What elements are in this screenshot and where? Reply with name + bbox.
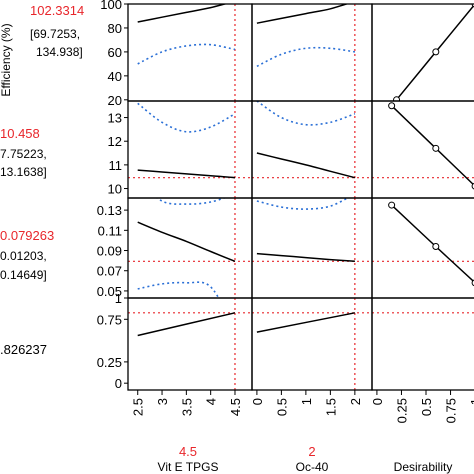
prediction-trace <box>137 312 236 337</box>
y-tick-label-0: 80 <box>108 21 122 36</box>
y-tick-label-2: 0.05 <box>97 284 122 299</box>
panel-0-1 <box>256 4 356 101</box>
factor-current-oc40: 2 <box>308 444 315 459</box>
x-tick-label: 3.5 <box>179 398 194 416</box>
panel-frame <box>127 297 253 391</box>
y-tick-label-2: 0.11 <box>98 223 122 238</box>
panel-3-1 <box>252 298 372 390</box>
y-tick-label-1: 12 <box>108 134 122 149</box>
y-tick-label-1: 11 <box>109 158 123 173</box>
prediction-trace <box>137 169 236 179</box>
response-ci-low-3: 0.01203, <box>0 249 47 263</box>
response-ci-high-3: 0.14649] <box>0 268 47 282</box>
prediction-trace <box>256 4 349 24</box>
ci-lower-curve <box>257 318 355 329</box>
panel-0-0 <box>137 4 236 101</box>
x-tick-label: 0.25 <box>394 398 409 423</box>
y-tick-label-1: 13 <box>108 111 122 126</box>
desirability-function <box>391 204 474 283</box>
y-tick-label-3: 0.25 <box>97 355 122 370</box>
ci-lower-curve <box>137 43 236 65</box>
desirability-handle <box>432 144 440 152</box>
y-tick-label-3: 0 <box>115 376 122 391</box>
ci-lower-curve <box>138 224 235 242</box>
desirability-handle <box>388 102 396 110</box>
desirability-handle <box>388 201 396 209</box>
x-tick-label: 0.5 <box>274 398 289 416</box>
prediction-trace <box>137 4 228 23</box>
y-tick-label-1: 10 <box>108 182 122 197</box>
ci-upper-curve <box>256 198 350 210</box>
panel-frame <box>127 3 253 102</box>
factor-current-vit-e: 4.5 <box>179 444 197 459</box>
response-value-3: 0.079263 <box>0 228 54 243</box>
panel-frame <box>127 197 253 299</box>
x-tick-label: 1 <box>299 398 314 405</box>
factor-name-oc40: Oc-40 <box>296 460 329 474</box>
y-tick-label-0: 100 <box>100 0 122 12</box>
ci-upper-curve <box>137 102 236 133</box>
x-tick-label: 0.5 <box>419 398 434 416</box>
response-ci-high-efficiency: 134.938] <box>36 45 83 59</box>
y-tick-label-0: 60 <box>108 45 122 60</box>
prediction-trace <box>256 312 356 333</box>
prediction-trace <box>256 152 356 179</box>
x-tick-label: 1 <box>468 398 474 405</box>
factor-name-desirability: Desirability <box>394 460 453 474</box>
panel-frame <box>251 197 373 299</box>
x-tick-label: 2 <box>348 398 363 405</box>
desirability-function <box>391 105 474 187</box>
panel-0-2 <box>393 4 474 101</box>
panel-1-1 <box>252 101 372 242</box>
panel-3-0 <box>128 298 252 390</box>
panel-2-1 <box>252 198 372 329</box>
panel-frame <box>371 100 474 199</box>
panel-frame <box>371 297 474 391</box>
desirability-handle <box>432 242 440 250</box>
x-tick-label: 1.5 <box>323 398 338 416</box>
response-value-2: 10.458 <box>0 126 40 141</box>
x-tick-label: 4.5 <box>228 398 243 416</box>
x-tick-label: 0 <box>250 398 265 405</box>
panel-2-2 <box>372 201 474 287</box>
y-tick-label-2: 0.09 <box>97 244 122 259</box>
x-tick-label: 0.75 <box>444 398 459 423</box>
desirability-handle <box>393 96 401 101</box>
ci-lower-curve <box>137 281 220 298</box>
response-value-desirability: .826237 <box>0 342 47 357</box>
prediction-trace <box>256 252 355 263</box>
panel-frame <box>127 100 253 199</box>
panel-1-0 <box>128 101 252 242</box>
y-tick-label-0: 20 <box>108 93 122 108</box>
x-tick-label: 4 <box>204 398 219 405</box>
desirability-handle <box>432 48 440 56</box>
panel-1-2 <box>372 102 474 190</box>
panel-frame <box>251 100 373 199</box>
ci-lower-curve <box>257 212 355 242</box>
response-ci-low-efficiency: [69.7253, <box>30 27 80 41</box>
x-tick-label: 2.5 <box>131 398 146 416</box>
y-tick-label-2: 0.13 <box>97 203 122 218</box>
response-label-efficiency: Efficiency (%) <box>0 23 13 96</box>
y-tick-label-3: 1 <box>115 291 122 306</box>
ci-upper-curve <box>256 101 356 126</box>
panel-frame <box>371 197 474 299</box>
ci-upper-curve <box>156 198 227 205</box>
x-tick-label: 0 <box>370 398 385 405</box>
panel-frame <box>371 3 474 102</box>
prediction-trace <box>137 221 236 262</box>
x-tick-label: 3 <box>155 398 170 405</box>
factor-name-vit-e: Vit E TPGS <box>158 460 219 474</box>
y-tick-label-0: 40 <box>108 69 122 84</box>
response-ci-high-2: 13.1638] <box>0 165 47 179</box>
y-tick-label-2: 0.07 <box>97 264 122 279</box>
panel-frame <box>251 297 373 391</box>
y-tick-label-3: 0.75 <box>97 312 122 327</box>
ci-lower-curve <box>256 46 356 68</box>
panel-2-0 <box>128 198 252 298</box>
response-ci-low-2: 7.75223, <box>0 147 47 161</box>
response-value-efficiency: 102.3314 <box>30 3 84 18</box>
